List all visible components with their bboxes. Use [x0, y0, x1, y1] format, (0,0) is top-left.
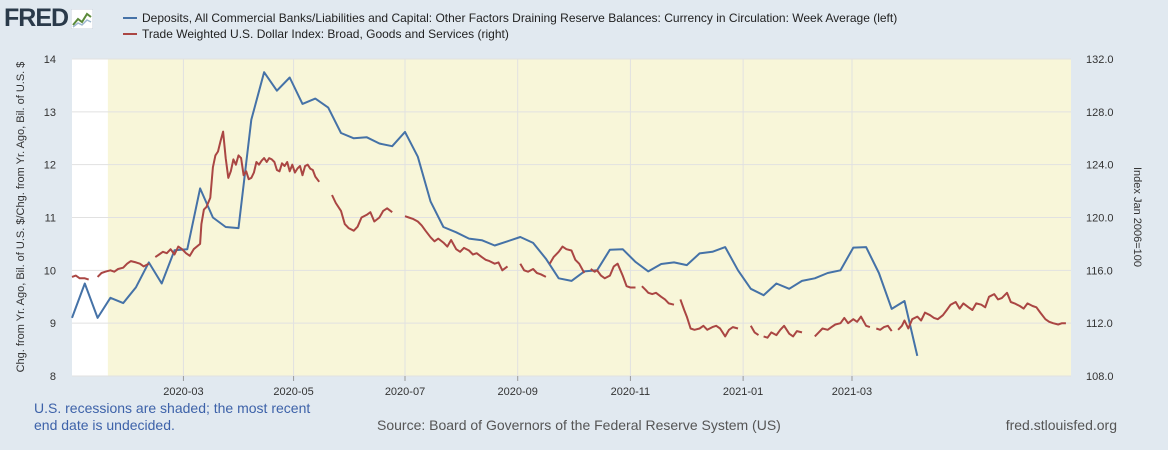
series-line-dollar-index-segment [404, 215, 509, 272]
legend-swatch-red [123, 33, 137, 35]
series-line-dollar-index-segment [641, 285, 675, 306]
series-line-dollar-index-segment [763, 324, 803, 339]
series-line-dollar-index-segment [897, 291, 1066, 331]
legend-item-currency[interactable]: Deposits, All Commercial Banks/Liabiliti… [123, 10, 897, 26]
series-line-dollar-index-segment [814, 315, 871, 338]
legend-item-dollar-index[interactable]: Trade Weighted U.S. Dollar Index: Broad,… [123, 26, 897, 42]
chart-legend: Deposits, All Commercial Banks/Liabiliti… [123, 10, 897, 42]
x-tick-label: 2021-03 [832, 386, 872, 398]
series-line-dollar-index-segment [331, 194, 393, 232]
x-tick-label: 2020-09 [498, 386, 538, 398]
left-tick-label: 13 [44, 107, 56, 119]
left-tick-label: 11 [45, 213, 56, 225]
right-tick-label: 132.0 [1086, 54, 1114, 66]
x-tick-label: 2021-01 [723, 386, 763, 398]
left-tick-label: 12 [44, 160, 56, 172]
series-line-dollar-index-segment [548, 245, 586, 274]
right-tick-label: 128.0 [1086, 107, 1114, 119]
fred-url-link[interactable]: fred.stlouisfed.org [1005, 417, 1117, 433]
fred-logo-text: FRED [4, 4, 69, 32]
right-axis-label: Index Jan 2006=100 [1131, 167, 1143, 267]
x-tick-label: 2020-03 [163, 386, 203, 398]
x-axis-ticks: 2020-03 2020-05 2020-07 2020-09 2020-11 2021-… [163, 376, 872, 398]
right-axis-ticks: 108.0 112.0 116.0 120.0 124.0 128.0 132.0 [1086, 54, 1114, 383]
left-tick-label: 8 [50, 371, 56, 383]
line-chart: 2020-03 2020-05 2020-07 2020-09 2020-11 2021-… [15, 54, 1143, 398]
series-line-dollar-index-segment [679, 299, 739, 338]
x-tick-label: 2020-05 [273, 386, 313, 398]
right-tick-label: 120.0 [1086, 213, 1114, 225]
series-line-dollar-index-segment [96, 260, 150, 278]
left-axis-ticks: 8 9 10 11 12 13 14 [44, 54, 56, 383]
left-axis-label: Chg. from Yr. Ago, Bil. of U.S. $/Chg. f… [15, 62, 27, 373]
series-line-dollar-index-segment [154, 130, 321, 258]
right-tick-label: 112.0 [1086, 318, 1113, 330]
recession-note: U.S. recessions are shaded; the most rec… [34, 400, 311, 433]
left-tick-label: 14 [44, 54, 56, 66]
series-line-dollar-index-segment [71, 274, 90, 281]
left-tick-label: 10 [44, 265, 56, 277]
chart-series [71, 71, 1066, 357]
series-line-dollar-index-segment [519, 263, 547, 278]
source-note: Source: Board of Governors of the Federa… [377, 417, 781, 433]
legend-label-dollar-index: Trade Weighted U.S. Dollar Index: Broad,… [142, 27, 509, 41]
series-line-currency [71, 71, 919, 357]
series-line-dollar-index-segment [590, 262, 636, 289]
left-tick-label: 9 [50, 318, 56, 330]
x-tick-label: 2020-11 [611, 386, 651, 398]
series-line-dollar-index-segment [749, 325, 760, 336]
gridlines [72, 58, 1071, 377]
x-tick-label: 2020-07 [385, 386, 425, 398]
legend-label-currency: Deposits, All Commercial Banks/Liabiliti… [142, 11, 898, 25]
fred-chart-logo-icon [71, 8, 94, 29]
right-tick-label: 116.0 [1086, 265, 1113, 277]
right-tick-label: 124.0 [1086, 160, 1114, 172]
legend-swatch-blue [123, 17, 137, 19]
series-line-dollar-index-segment [875, 324, 893, 332]
right-tick-label: 108.0 [1086, 371, 1114, 383]
fred-logo[interactable]: FRED [4, 4, 94, 33]
